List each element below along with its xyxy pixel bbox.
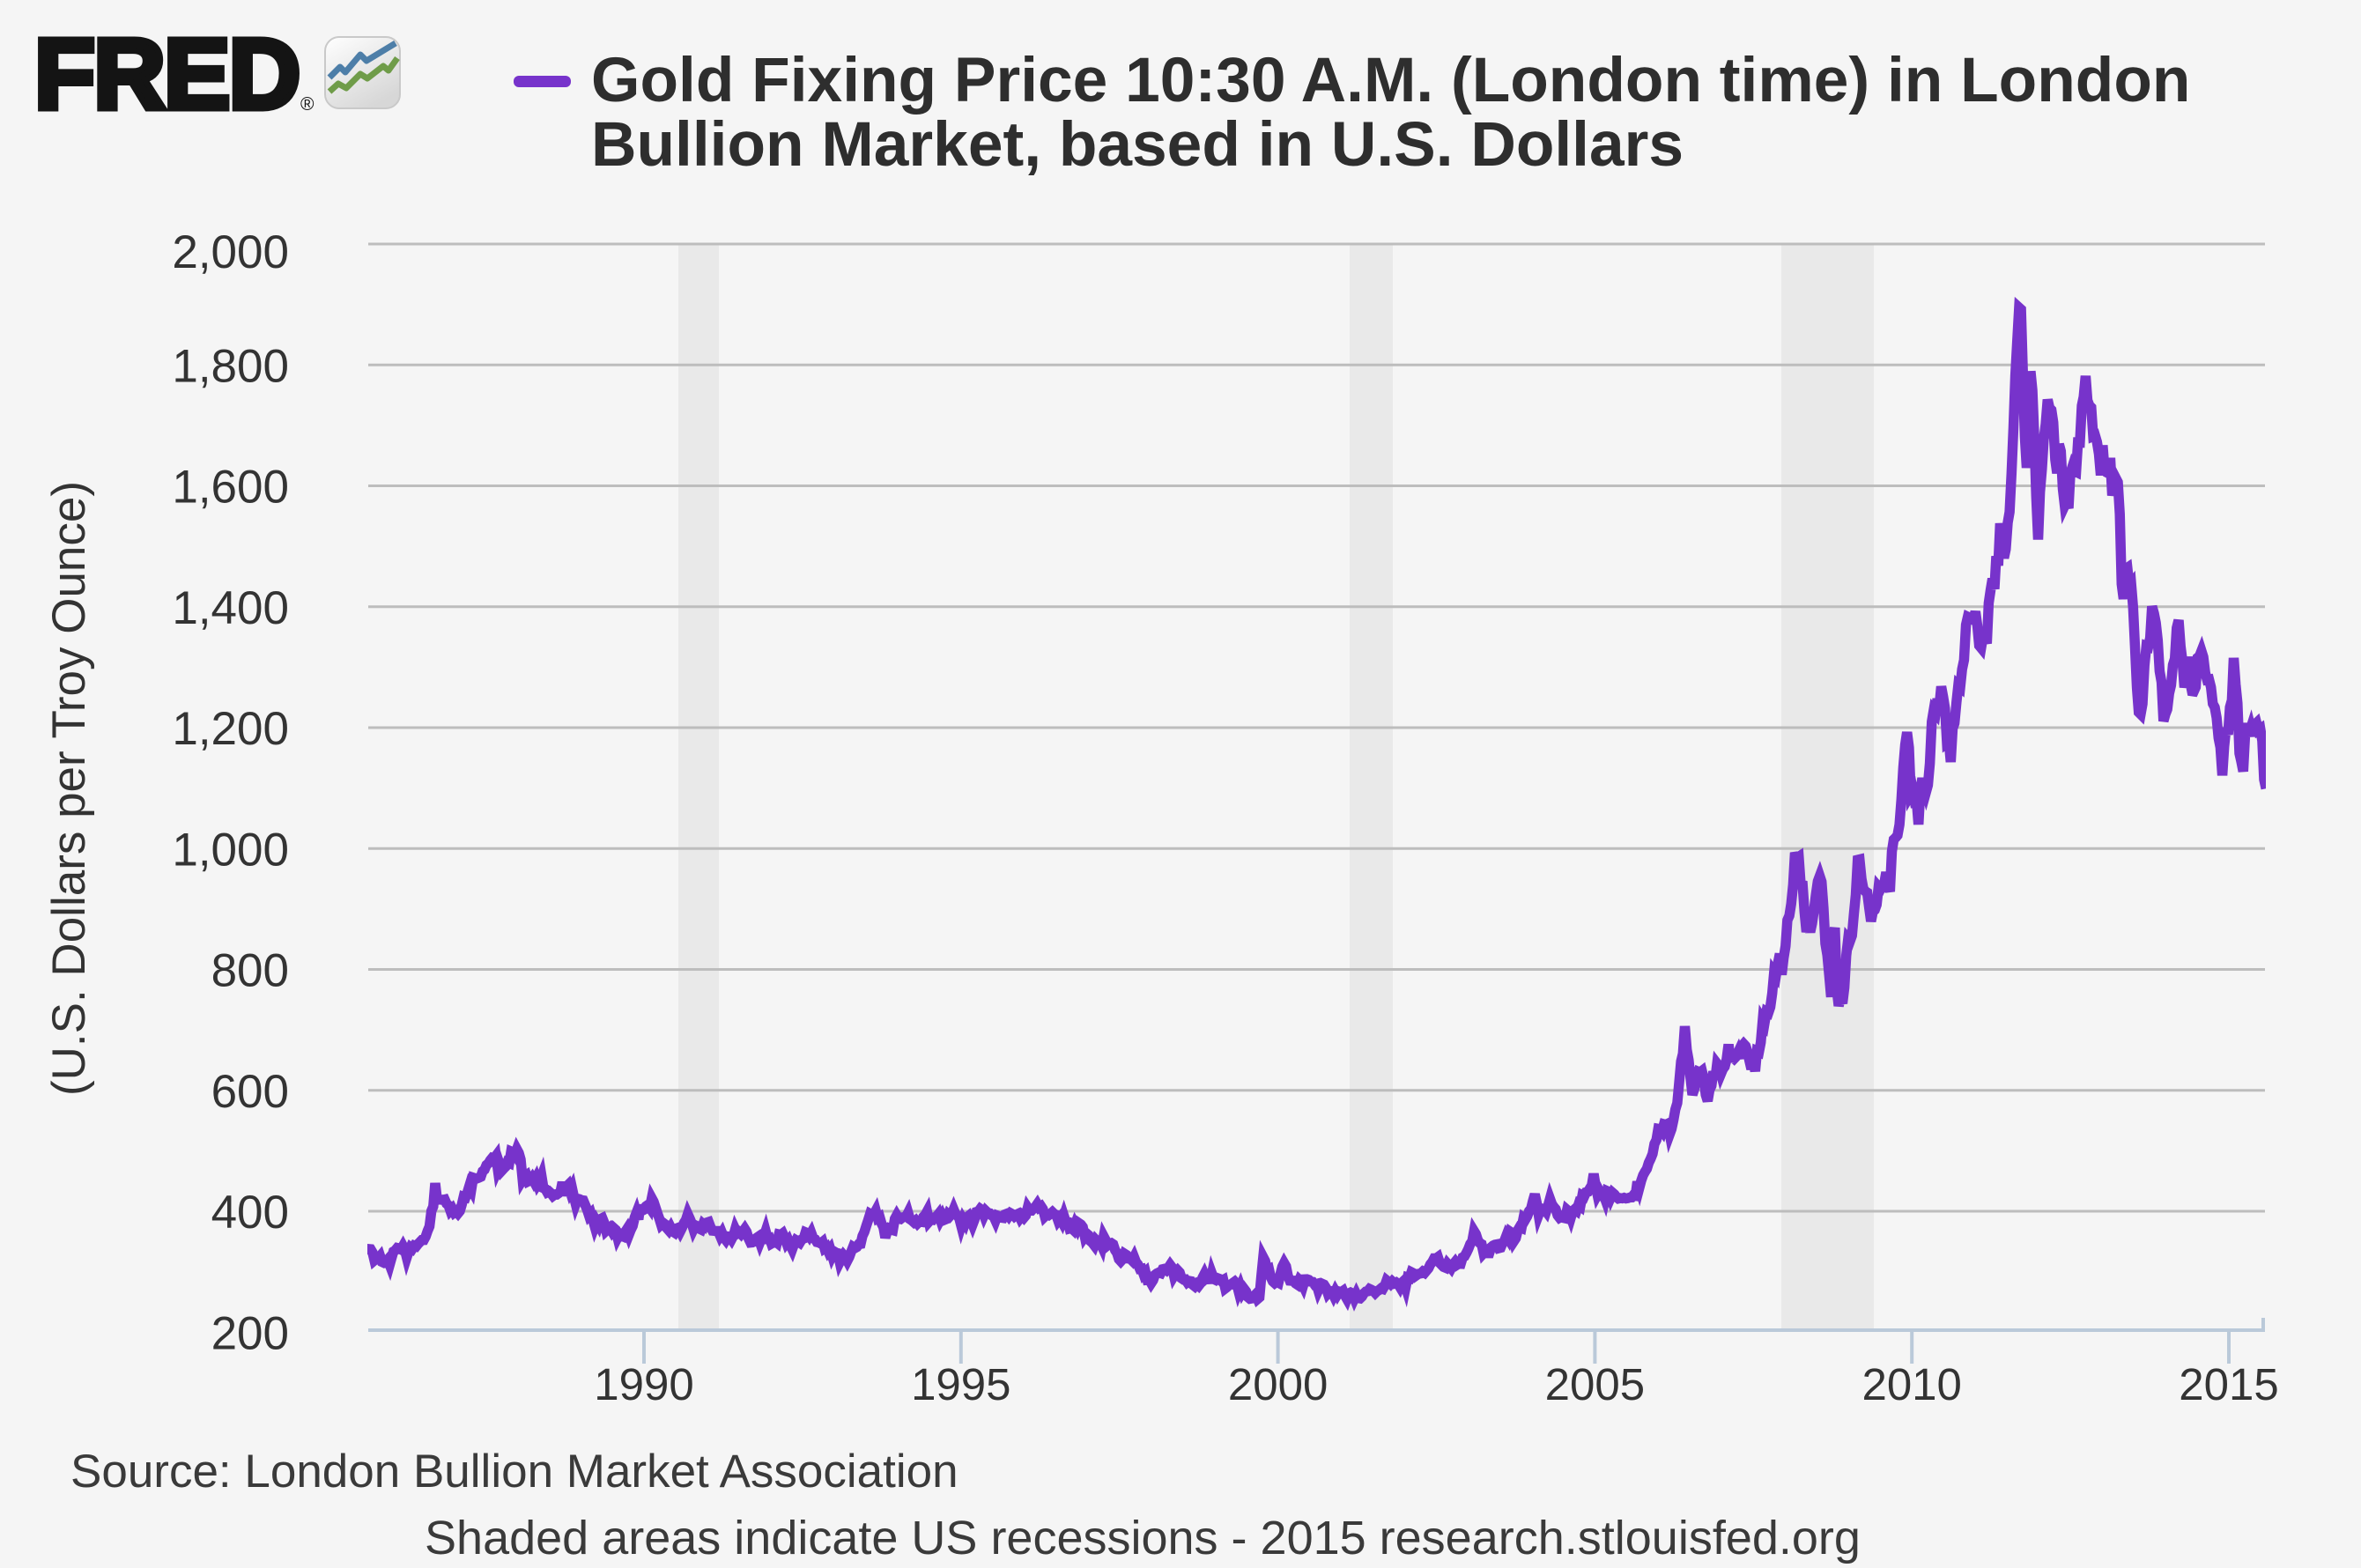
svg-text:2005: 2005	[1545, 1359, 1645, 1409]
svg-text:Bullion Market, based in U.S.: Bullion Market, based in U.S. Dollars	[591, 109, 1684, 180]
svg-text:1,400: 1,400	[172, 582, 289, 634]
svg-text:1995: 1995	[911, 1359, 1010, 1409]
svg-text:2010: 2010	[1861, 1359, 1961, 1409]
svg-text:Source: London Bullion Market: Source: London Bullion Market Associatio…	[70, 1446, 958, 1498]
svg-text:1990: 1990	[594, 1359, 693, 1409]
svg-text:Shaded areas indicate US reces: Shaded areas indicate US recessions - 20…	[425, 1512, 1861, 1564]
svg-text:®: ®	[300, 94, 315, 115]
svg-text:600: 600	[211, 1066, 289, 1118]
svg-text:200: 200	[211, 1307, 289, 1359]
svg-text:Gold Fixing Price 10:30 A.M. (: Gold Fixing Price 10:30 A.M. (London tim…	[591, 45, 2190, 115]
svg-text:2000: 2000	[1228, 1359, 1328, 1409]
svg-text:1,800: 1,800	[172, 340, 289, 392]
svg-text:800: 800	[211, 945, 289, 997]
svg-text:1,600: 1,600	[172, 462, 289, 514]
svg-text:1,000: 1,000	[172, 824, 289, 876]
svg-text:1,200: 1,200	[172, 703, 289, 755]
svg-text:2,000: 2,000	[172, 226, 289, 278]
svg-text:400: 400	[211, 1187, 289, 1239]
svg-text:2015: 2015	[2179, 1359, 2278, 1409]
svg-text:(U.S. Dollars per Troy Ounce): (U.S. Dollars per Troy Ounce)	[43, 481, 95, 1096]
svg-text:FRED: FRED	[34, 18, 299, 129]
